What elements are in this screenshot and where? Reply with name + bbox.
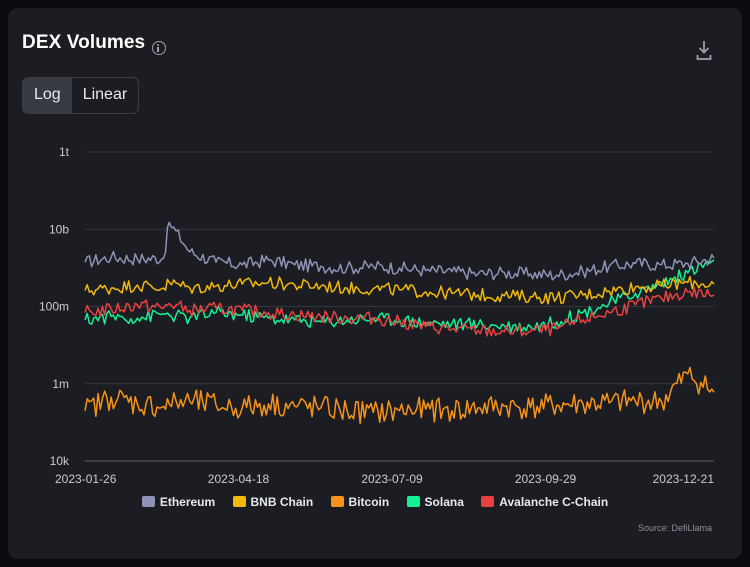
legend-item-ethereum[interactable]: Ethereum xyxy=(141,494,216,509)
download-icon[interactable] xyxy=(696,40,712,62)
y-tick-label: 10k xyxy=(50,454,70,468)
chart-legend: Ethereum BNB Chain Bitcoin Solana Avalan… xyxy=(0,494,750,509)
legend-swatch-bitcoin xyxy=(330,495,344,507)
source-note: Source: DefiLlama xyxy=(637,523,712,533)
legend-label-solana: Solana xyxy=(424,494,464,509)
legend-swatch-solana xyxy=(406,495,420,507)
series-line-avalanche-c-chain xyxy=(84,286,715,337)
legend-swatch-avalanche xyxy=(481,495,495,507)
legend-swatch-ethereum xyxy=(141,495,155,507)
series-line-bnb-chain xyxy=(84,275,715,305)
legend-item-solana[interactable]: Solana xyxy=(406,494,464,509)
legend-item-avalanche[interactable]: Avalanche C-Chain xyxy=(481,495,608,509)
legend-label-bitcoin: Bitcoin xyxy=(348,494,390,509)
legend-item-bitcoin[interactable]: Bitcoin xyxy=(330,494,390,509)
y-tick-label: 1m xyxy=(52,377,69,391)
x-tick-label: 2023-01-26 xyxy=(55,472,117,486)
legend-label-avalanche: Avalanche C-Chain xyxy=(499,494,609,509)
info-circle-icon[interactable] xyxy=(152,41,166,55)
legend-label-ethereum: Ethereum xyxy=(159,494,216,509)
legend-item-bnb-chain[interactable]: BNB Chain xyxy=(232,494,314,509)
chart-card xyxy=(8,8,742,559)
grid-lines xyxy=(85,151,714,462)
series-lines xyxy=(84,221,715,425)
x-tick-label: 2023-07-09 xyxy=(361,472,423,486)
scale-option-linear[interactable]: Linear xyxy=(82,86,128,103)
legend-label-bnb-chain: BNB Chain xyxy=(250,494,314,509)
x-tick-label: 2023-12-21 xyxy=(653,472,715,486)
y-tick-label: 1t xyxy=(59,145,70,159)
x-axis-ticks: 2023-01-26 2023-04-18 2023-07-09 2023-09-29… xyxy=(55,472,714,486)
series-line-ethereum xyxy=(84,221,715,281)
chart-title: DEX Volumes xyxy=(22,32,146,53)
y-axis-ticks: 1t 10b 100m 1m 10k xyxy=(39,145,70,468)
scale-option-log[interactable]: Log xyxy=(23,78,72,113)
y-tick-label: 100m xyxy=(39,300,69,314)
legend-swatch-bnb-chain xyxy=(232,495,246,507)
x-tick-label: 2023-04-18 xyxy=(208,472,270,486)
y-tick-label: 10b xyxy=(49,222,69,236)
scale-toggle: Log Linear xyxy=(22,77,140,114)
x-tick-label: 2023-09-29 xyxy=(515,472,577,486)
series-line-bitcoin xyxy=(84,366,715,425)
